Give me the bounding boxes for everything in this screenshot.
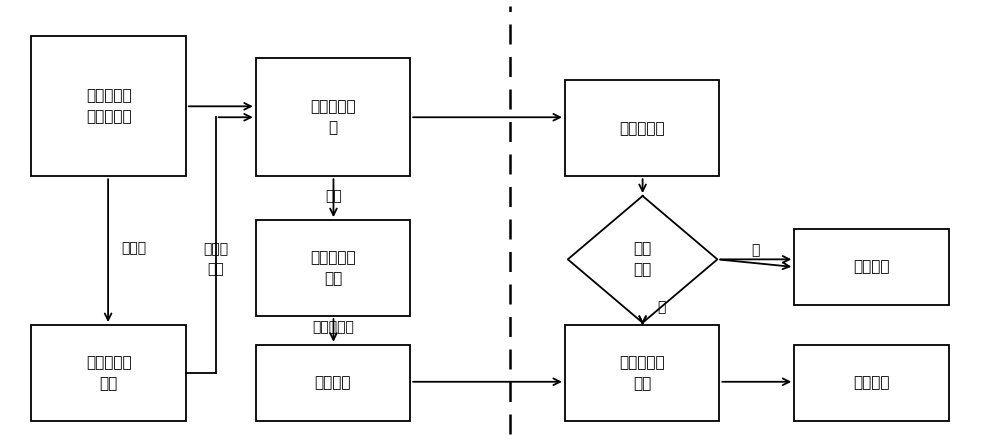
Bar <box>794 345 949 421</box>
Text: 无监督
训练: 无监督 训练 <box>203 242 228 276</box>
Bar <box>256 58 410 176</box>
Text: 异常检测模
型: 异常检测模 型 <box>310 99 356 135</box>
Text: 有监督训练: 有监督训练 <box>313 320 354 334</box>
Text: 计算特征置
信度: 计算特征置 信度 <box>619 355 665 391</box>
Text: 分类模型: 分类模型 <box>315 375 351 390</box>
Bar <box>565 325 719 421</box>
Text: 工业系统多
维传感数据: 工业系统多 维传感数据 <box>86 88 131 125</box>
Text: 检测: 检测 <box>325 189 342 203</box>
Text: 实时子样本: 实时子样本 <box>619 121 665 136</box>
Text: 流程结束: 流程结束 <box>853 260 890 275</box>
Text: 异常诊断: 异常诊断 <box>853 375 890 390</box>
Bar <box>794 229 949 305</box>
Bar <box>256 220 410 316</box>
Text: 是否
异常: 是否 异常 <box>633 242 652 277</box>
Text: 否: 否 <box>751 244 759 257</box>
Text: 是: 是 <box>658 301 666 315</box>
Bar <box>565 80 719 176</box>
Bar <box>31 37 186 176</box>
Bar <box>31 325 186 421</box>
Text: 无标注子样
本集: 无标注子样 本集 <box>86 355 131 391</box>
Bar <box>256 345 410 421</box>
Text: 预处理: 预处理 <box>121 242 146 255</box>
Text: 有标注子样
本集: 有标注子样 本集 <box>310 250 356 286</box>
